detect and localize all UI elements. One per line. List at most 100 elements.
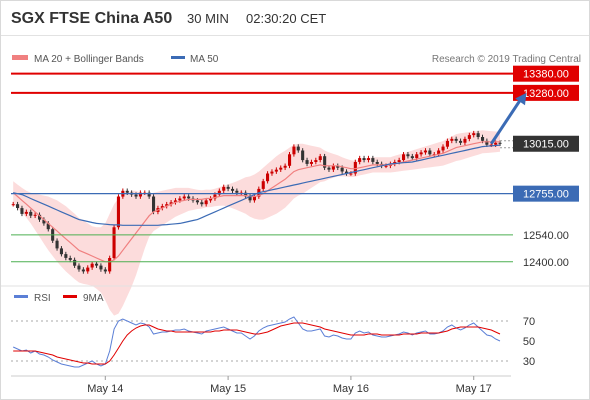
candle-body bbox=[375, 162, 379, 164]
candle-body bbox=[38, 214, 42, 220]
candle-body bbox=[292, 146, 296, 155]
candle-body bbox=[222, 186, 226, 191]
candle-body bbox=[485, 140, 489, 145]
rsi-ma-legend-label: 9MA bbox=[83, 293, 104, 304]
candle-body bbox=[90, 263, 94, 268]
candle-body bbox=[428, 150, 432, 155]
candle-body bbox=[16, 204, 20, 208]
candle-body bbox=[217, 190, 221, 195]
forecast-arrow-shaft bbox=[490, 96, 524, 145]
rsi-tick-label: 50 bbox=[523, 336, 535, 348]
timeframe-label[interactable]: 30 MIN bbox=[187, 11, 229, 26]
candle-body bbox=[498, 142, 502, 144]
resistance-price-box bbox=[513, 84, 579, 101]
candle-body bbox=[366, 158, 370, 160]
candle-body bbox=[309, 162, 313, 164]
pivot-price-box bbox=[513, 185, 579, 202]
candle-body bbox=[204, 200, 208, 205]
candle-body bbox=[213, 194, 217, 199]
instrument-title: SGX FTSE China A50 bbox=[11, 10, 173, 27]
candle-body bbox=[419, 152, 423, 155]
candle-body bbox=[160, 206, 164, 208]
candle-body bbox=[209, 198, 213, 201]
chart-header: SGX FTSE China A50 30 MIN 02:30:20 CET bbox=[1, 1, 589, 36]
candle-body bbox=[77, 265, 81, 270]
candle-body bbox=[274, 169, 278, 172]
bollinger-band-area bbox=[13, 130, 500, 316]
candle-body bbox=[195, 200, 199, 203]
candle-body bbox=[459, 140, 463, 143]
chart-canvas: MA 20 + Bollinger Bands MA 50 Research ©… bbox=[1, 54, 589, 395]
time-tick-label: May 16 bbox=[333, 383, 369, 395]
candle-body bbox=[489, 144, 493, 146]
rsi-ma-line bbox=[13, 322, 501, 365]
candle-body bbox=[353, 162, 357, 174]
forecast-arrow-head bbox=[515, 92, 527, 106]
candle-body bbox=[463, 138, 467, 143]
ma20-line bbox=[12, 141, 500, 263]
candle-body bbox=[296, 146, 300, 151]
candle-body bbox=[11, 204, 15, 206]
candle-body bbox=[327, 167, 331, 170]
ma50-legend-label: MA 50 bbox=[190, 54, 219, 65]
rsi-line bbox=[12, 316, 501, 368]
price-panel bbox=[11, 130, 502, 316]
rsi-panel: 70 50 30 bbox=[1, 285, 589, 368]
candle-body bbox=[134, 194, 138, 197]
candle-body bbox=[323, 156, 327, 168]
candle-body bbox=[283, 165, 287, 168]
candle-body bbox=[59, 248, 63, 255]
rsi-legend-label: RSI bbox=[34, 293, 51, 304]
candle-body bbox=[244, 192, 248, 197]
candle-body bbox=[42, 219, 46, 224]
candle-body bbox=[182, 196, 186, 199]
rsi-legend-row: RSI 9MA bbox=[14, 293, 104, 304]
rsi-tick-label: 30 bbox=[523, 356, 535, 368]
clock-time: 02:30:20 CET bbox=[246, 11, 327, 26]
candle-body bbox=[103, 269, 107, 272]
legend-row: MA 20 + Bollinger Bands MA 50 Research ©… bbox=[12, 54, 581, 65]
candle-body bbox=[95, 263, 99, 266]
candle-body bbox=[314, 160, 318, 162]
candle-body bbox=[231, 188, 235, 191]
candle-body bbox=[437, 150, 441, 155]
candle-body bbox=[358, 158, 362, 162]
time-tick-label: May 14 bbox=[87, 383, 123, 395]
candle-body bbox=[415, 154, 419, 159]
time-tick-label: May 15 bbox=[210, 383, 246, 395]
candle-body bbox=[476, 133, 480, 137]
candle-body bbox=[288, 154, 292, 166]
price-levels: 13380.00 13280.00 13015.00 12755.00 12540.00… bbox=[11, 65, 579, 269]
candle-body bbox=[173, 200, 177, 203]
candle-body bbox=[318, 156, 322, 160]
resistance-price-label: 13280.00 bbox=[523, 88, 569, 100]
candle-body bbox=[406, 154, 410, 157]
candle-body bbox=[187, 196, 191, 199]
bollinger-legend-swatch bbox=[12, 55, 28, 60]
candle-body bbox=[345, 171, 349, 174]
candle-body bbox=[165, 204, 169, 207]
candle-body bbox=[410, 156, 414, 159]
candle-body bbox=[472, 133, 476, 136]
candle-body bbox=[64, 254, 68, 258]
candle-body bbox=[99, 265, 103, 270]
candle-body bbox=[138, 192, 142, 197]
candle-body bbox=[24, 211, 28, 214]
support-price-label: 12540.00 bbox=[523, 230, 569, 242]
candle-body bbox=[20, 208, 24, 214]
candle-body bbox=[73, 259, 77, 266]
candle-body bbox=[402, 154, 406, 161]
last-price-label: 13015.00 bbox=[523, 139, 569, 151]
time-axis: May 14 May 15 May 16 May 17 bbox=[11, 375, 511, 395]
candle-body bbox=[226, 186, 230, 189]
candle-body bbox=[112, 227, 116, 258]
candle-body bbox=[200, 202, 204, 205]
candle-body bbox=[441, 146, 445, 151]
candle-body bbox=[494, 142, 498, 145]
candle-body bbox=[68, 258, 72, 260]
candle-body bbox=[29, 211, 33, 216]
candle-body bbox=[178, 198, 182, 201]
rsi-legend-swatch bbox=[14, 295, 28, 298]
candle-body bbox=[301, 150, 305, 161]
